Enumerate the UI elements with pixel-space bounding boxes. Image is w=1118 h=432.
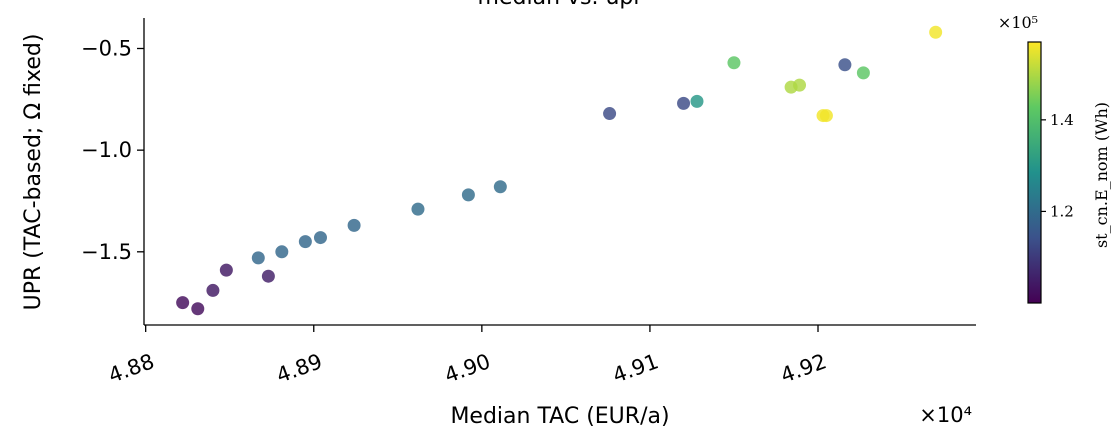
data-point [251, 251, 265, 265]
data-point [493, 180, 507, 194]
colorbar-label: st_cn.E_nom (Wh) [1092, 102, 1111, 248]
data-point [856, 66, 870, 80]
data-point [793, 78, 807, 92]
data-points [176, 25, 943, 316]
data-point [677, 96, 691, 110]
x-tick-label: 4.89 [273, 349, 325, 388]
data-point [819, 109, 833, 123]
data-point [206, 283, 220, 297]
x-ticks: 4.88 4.89 4.90 4.91 4.92 [105, 325, 830, 388]
x-tick-label: 4.88 [105, 349, 157, 388]
data-point [929, 25, 943, 39]
y-tick-label: −0.5 [81, 36, 132, 60]
x-tick-label: 4.92 [778, 349, 830, 388]
data-point [411, 202, 425, 216]
data-point [219, 263, 233, 277]
y-tick-label: −1.5 [81, 240, 132, 264]
colorbar-tick-label: 1.4 [1050, 111, 1074, 129]
colorbar-tick-label: 1.2 [1050, 202, 1074, 220]
data-point [313, 231, 327, 245]
data-point [603, 107, 617, 121]
x-axis-label: Median TAC (EUR/a) [450, 404, 669, 429]
data-point [347, 218, 361, 232]
data-point [176, 296, 190, 310]
data-point [690, 94, 704, 108]
y-ticks: −0.5 −1.0 −1.5 [81, 36, 144, 264]
y-axis-label: UPR (TAC-based; Ω fixed) [21, 34, 46, 311]
data-point [838, 58, 852, 72]
data-point [461, 188, 475, 202]
colorbar [1027, 41, 1042, 304]
x-offset-label: ×10⁴ [919, 403, 972, 427]
data-point [275, 245, 289, 259]
x-tick-label: 4.90 [441, 349, 493, 388]
data-point [727, 56, 741, 70]
data-point [191, 302, 205, 316]
x-tick-label: 4.91 [609, 349, 661, 388]
colorbar-offset-label: ×10⁵ [998, 13, 1038, 32]
data-point [298, 235, 312, 249]
y-tick-label: −1.0 [81, 138, 132, 162]
chart-title: median vs. upr [478, 0, 644, 10]
data-point [261, 269, 275, 283]
colorbar-ticks: 1.2 1.4 [1041, 111, 1074, 220]
